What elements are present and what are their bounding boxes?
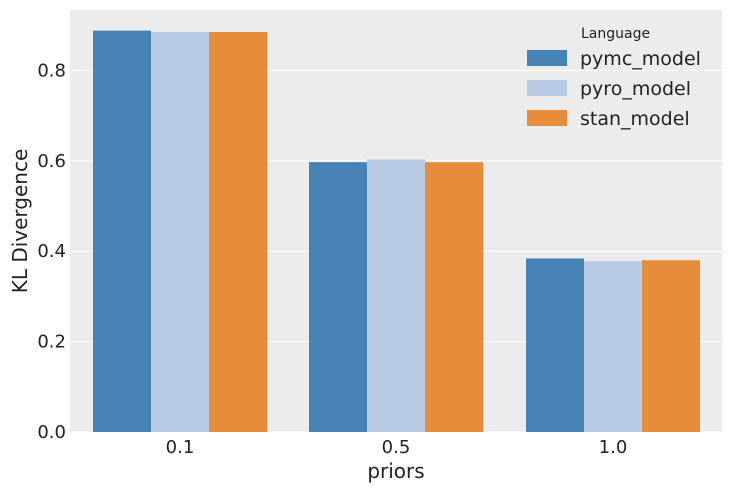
bar-pyro_model-0.1 — [151, 31, 209, 432]
legend: Language pymc_model pyro_model stan_model — [527, 26, 701, 130]
bar-pymc_model-1.0 — [526, 258, 584, 432]
legend-label-pyro_model: pyro_model — [580, 78, 691, 100]
legend-swatch-stan_model — [527, 110, 567, 126]
bar-stan_model-0.5 — [425, 162, 483, 432]
bar-pymc_model-0.1 — [93, 30, 151, 433]
y-tick-label: 0.0 — [37, 422, 66, 443]
bar-stan_model-0.1 — [209, 31, 267, 432]
y-tick-label: 0.6 — [37, 151, 66, 172]
legend-label-stan_model: stan_model — [580, 108, 690, 130]
y-tick-label: 0.4 — [37, 241, 66, 262]
bars-group — [93, 30, 700, 433]
legend-swatch-pymc_model — [527, 50, 567, 66]
bar-stan_model-1.0 — [642, 260, 700, 432]
x-tick-label: 1.0 — [599, 437, 628, 458]
bar-pyro_model-0.5 — [367, 159, 425, 432]
legend-swatch-pyro_model — [527, 80, 567, 96]
bar-pyro_model-1.0 — [584, 261, 642, 432]
legend-title: Language — [581, 26, 650, 42]
y-tick-label: 0.2 — [37, 332, 66, 353]
x-tick-label: 0.5 — [382, 437, 411, 458]
legend-label-pymc_model: pymc_model — [580, 48, 701, 70]
y-tick-labels: 0.0 0.2 0.4 0.6 0.8 — [37, 60, 66, 443]
y-tick-label: 0.8 — [37, 60, 66, 81]
bar-pymc_model-0.5 — [309, 162, 367, 432]
x-tick-labels: 0.1 0.5 1.0 — [166, 437, 628, 458]
x-axis-title: priors — [367, 459, 424, 483]
x-tick-label: 0.1 — [166, 437, 195, 458]
y-axis-title: KL Divergence — [8, 149, 32, 294]
